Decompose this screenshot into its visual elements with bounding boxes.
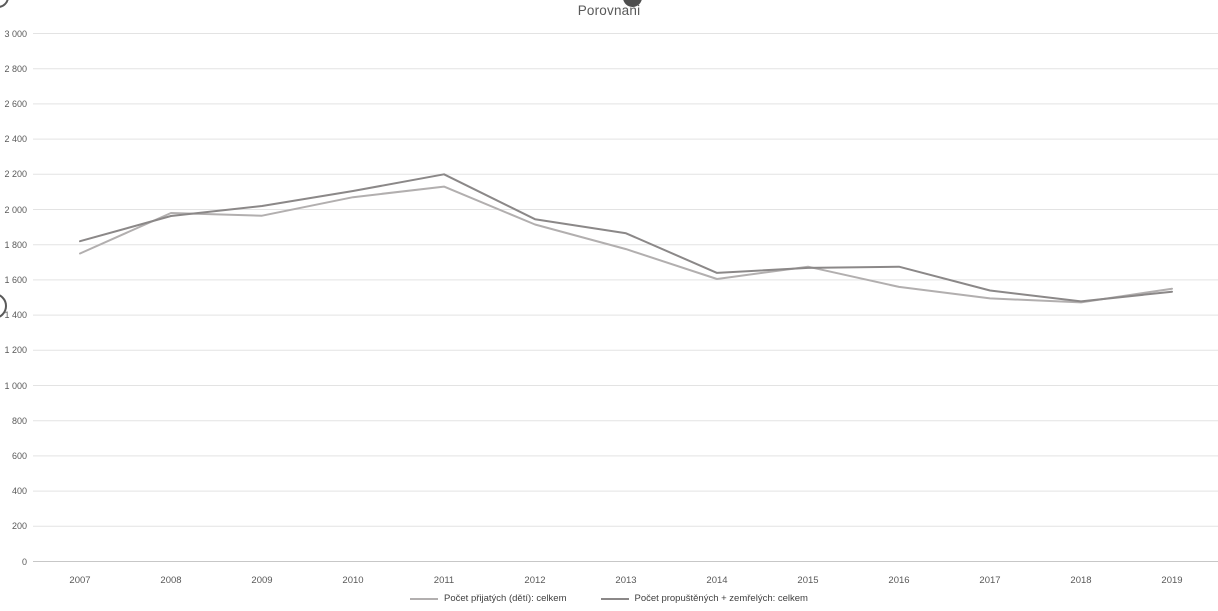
legend-line-marker-series2 [600, 597, 629, 600]
y-tick-label: 800 [11, 415, 27, 426]
legend-item-propustenych: Počet propuštěných + zemřelých: celkem [600, 593, 808, 604]
x-tick-label: 2015 [797, 575, 819, 586]
y-tick-label: 1 000 [4, 380, 27, 391]
legend-item-prijatych: Počet přijatých (dětí): celkem [410, 593, 567, 604]
x-tick-label: 2019 [1161, 575, 1183, 586]
x-tick-label: 2016 [888, 575, 910, 586]
series-line-1 [79, 185, 1173, 304]
legend: Počet přijatých (dětí): celkem Počet pro… [0, 593, 1218, 604]
x-tick-label: 2010 [342, 575, 364, 586]
x-tick-label: 2008 [160, 575, 182, 586]
y-tick-label: 2 400 [4, 134, 27, 145]
y-tick-label: 1 200 [4, 345, 27, 356]
legend-label-series1: Počet přijatých (dětí): celkem [444, 593, 567, 604]
x-tick-label: 2007 [69, 575, 91, 586]
y-tick-label: 1 600 [4, 274, 27, 285]
x-tick-label: 2012 [524, 575, 546, 586]
x-tick-label: 2014 [706, 575, 728, 586]
x-tick-label: 2017 [979, 575, 1001, 586]
y-tick-label: 1 800 [4, 239, 27, 250]
x-tick-label: 2013 [615, 575, 637, 586]
clipped-dark-circle-glyph [623, 0, 642, 7]
y-tick-label: 2 800 [4, 63, 27, 74]
x-tick-label: 2018 [1070, 575, 1092, 586]
y-tick-label: 2 600 [4, 98, 27, 109]
series-line-2 [79, 173, 1173, 303]
y-tick-label: 200 [11, 521, 27, 532]
y-tick-label: 1 400 [4, 310, 27, 321]
legend-label-series2: Počet propuštěných + zemřelých: celkem [634, 593, 808, 604]
y-tick-label: 2 000 [4, 204, 27, 215]
y-tick-label: 3 000 [4, 28, 27, 39]
y-tick-label: 400 [11, 486, 27, 497]
y-tick-label: 0 [21, 556, 27, 567]
legend-line-marker-series1 [410, 597, 439, 600]
y-tick-label: 2 200 [4, 169, 27, 180]
chart-title: Porovnani [577, 3, 641, 18]
y-tick-label: 600 [11, 450, 27, 461]
x-tick-label: 2009 [251, 575, 273, 586]
x-tick-label: 2011 [433, 575, 455, 586]
